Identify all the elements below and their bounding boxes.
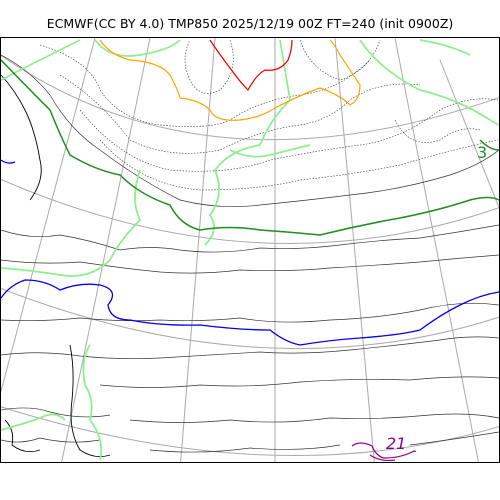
isotherm xyxy=(39,44,371,127)
map-content: 3 21 xyxy=(1,38,499,462)
meridian-line xyxy=(61,38,151,462)
isotherm xyxy=(1,302,499,323)
isotherm xyxy=(1,413,66,431)
isotherm xyxy=(409,431,499,446)
latitude-line xyxy=(1,178,499,244)
coastline-segment xyxy=(1,74,42,201)
contour-label-21: 21 xyxy=(386,434,406,453)
isotherm-purple xyxy=(351,442,416,459)
meridian-line xyxy=(439,59,499,209)
thin-isotherms xyxy=(1,54,499,453)
isotherm xyxy=(99,139,499,191)
isotherm xyxy=(229,144,311,158)
latitude-line xyxy=(1,54,499,141)
isotherm xyxy=(359,39,499,126)
isotherm-purple-segment xyxy=(369,454,396,462)
isotherm xyxy=(1,39,81,81)
isotherm xyxy=(419,39,471,56)
isotherm xyxy=(149,444,341,453)
isotherm xyxy=(1,254,499,274)
isotherm xyxy=(82,344,103,461)
isotherm xyxy=(99,376,499,388)
isotherm xyxy=(1,54,499,207)
meridian-line xyxy=(1,38,96,394)
isotherm-green-segment xyxy=(479,139,499,151)
coastline-segment xyxy=(69,344,111,458)
isotherm-orange xyxy=(99,39,361,121)
isotherm xyxy=(1,224,499,253)
isotherm-blue-segment xyxy=(1,159,16,164)
meridian-line xyxy=(334,38,375,462)
isotherm-green xyxy=(1,59,499,236)
contour-label-3: 3 xyxy=(477,143,487,162)
isotherm xyxy=(204,39,291,246)
isotherm xyxy=(394,119,481,143)
coastline xyxy=(1,74,111,458)
isotherm xyxy=(1,169,142,277)
isotherm-lightgreen xyxy=(1,39,499,461)
isotherm xyxy=(94,39,181,57)
coastline-segment xyxy=(4,419,41,453)
latitude-line xyxy=(1,406,499,457)
isotherm xyxy=(59,74,421,154)
isotherm xyxy=(184,39,234,94)
meridian-line xyxy=(394,38,479,462)
isotherm-red xyxy=(209,39,293,91)
latitude-line xyxy=(1,287,499,350)
isotherm xyxy=(1,336,499,360)
map-title: ECMWF(CC BY 4.0) TMP850 2025/12/19 00Z F… xyxy=(46,16,454,31)
isotherm xyxy=(79,98,499,172)
graticule-latitudes xyxy=(1,54,499,457)
dotted-isotherms xyxy=(39,39,499,191)
isotherm xyxy=(129,413,499,423)
isotherm xyxy=(1,407,111,418)
isotherm-blue xyxy=(1,279,499,346)
